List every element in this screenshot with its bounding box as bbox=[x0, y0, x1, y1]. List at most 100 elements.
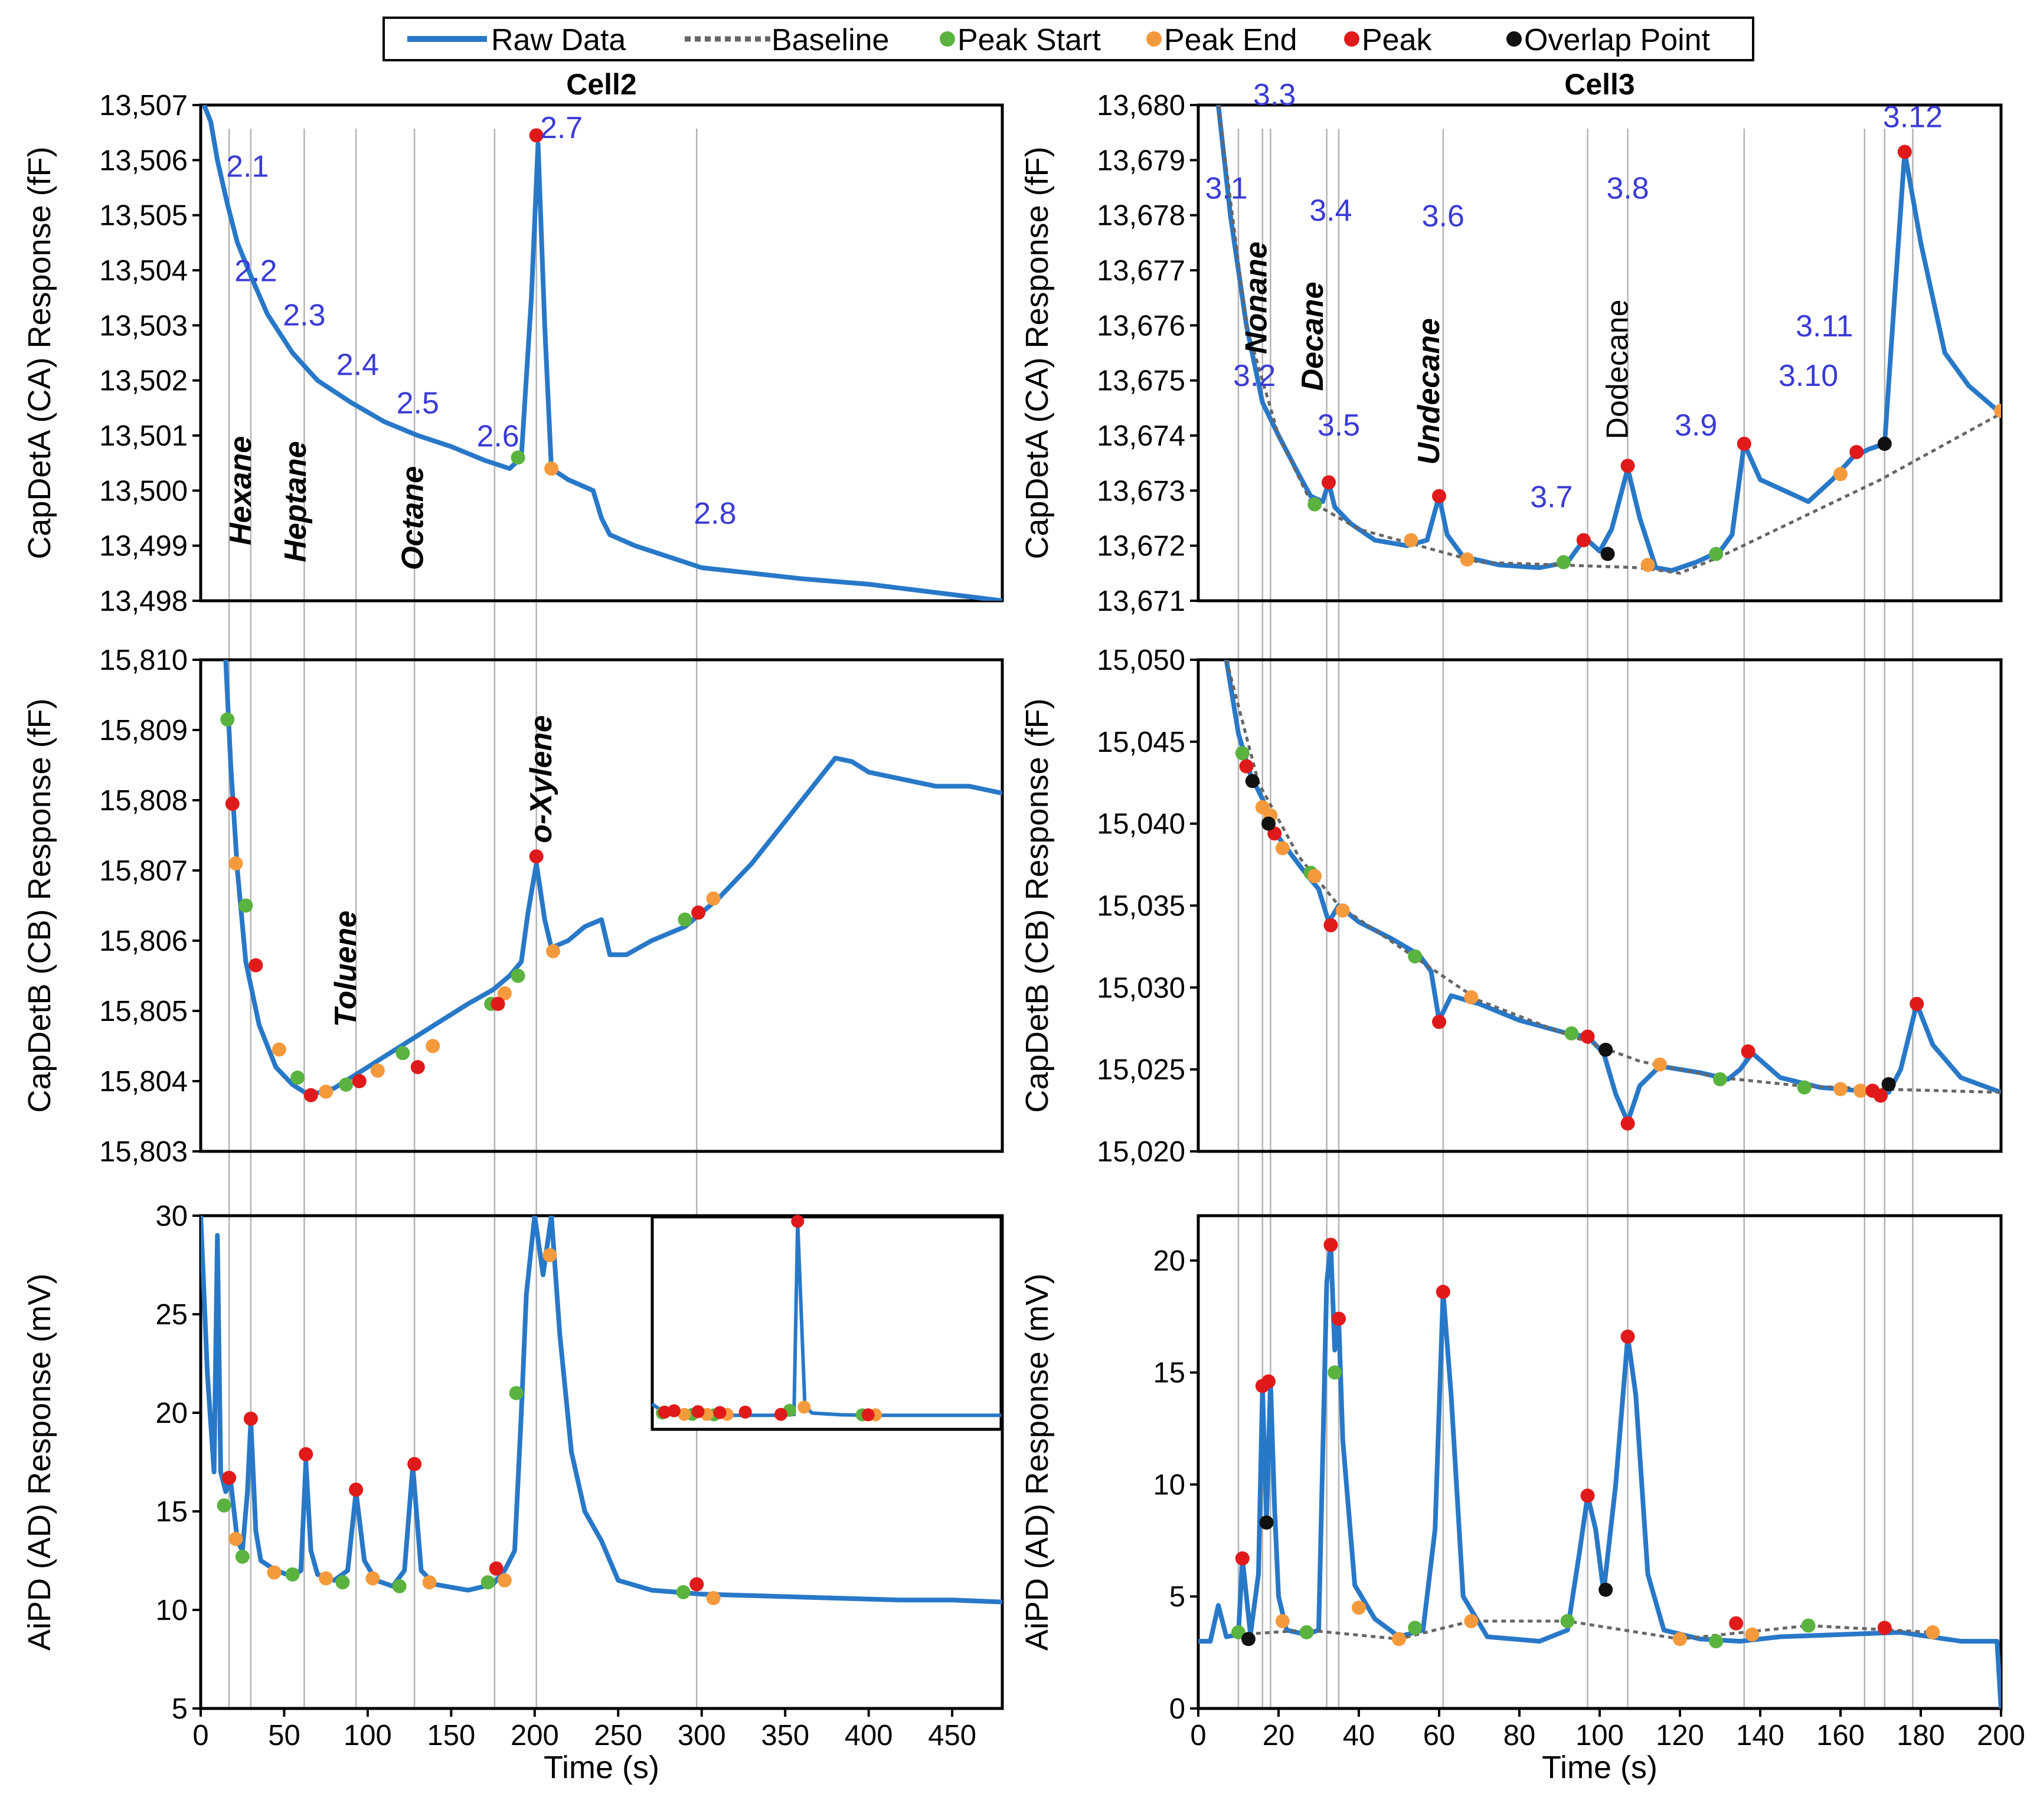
raw-data-line bbox=[1198, 1242, 2001, 1708]
panel-title: Cell2 bbox=[566, 68, 637, 101]
peak-start-marker bbox=[335, 1575, 350, 1590]
legend-overlap: Overlap Point bbox=[1524, 23, 1711, 57]
peak-label: 2.6 bbox=[476, 420, 519, 454]
y-tick-label: 13,498 bbox=[99, 585, 188, 617]
overlap-point-marker bbox=[1259, 1515, 1274, 1530]
y-tick-label: 13,676 bbox=[1097, 310, 1185, 342]
peak-label: 3.7 bbox=[1530, 480, 1572, 514]
legend-peak-end-marker bbox=[1146, 31, 1162, 47]
peak-marker bbox=[249, 958, 263, 973]
peak-marker bbox=[1910, 997, 1924, 1012]
compound-label: Nonane bbox=[1240, 241, 1274, 354]
peak-end-marker bbox=[422, 1575, 437, 1590]
x-tick-label: 450 bbox=[928, 1720, 976, 1752]
peak-label: 3.2 bbox=[1233, 359, 1276, 393]
peak-end-marker bbox=[542, 1248, 557, 1262]
peak-start-marker bbox=[339, 1077, 354, 1092]
peak-label: 2.7 bbox=[540, 111, 583, 145]
raw-data-line bbox=[201, 1216, 1002, 1605]
peak-start-marker bbox=[235, 1549, 250, 1564]
y-tick-label: 13,678 bbox=[1097, 200, 1185, 232]
x-tick-label: 100 bbox=[344, 1720, 392, 1752]
y-tick-label: 5 bbox=[172, 1693, 188, 1725]
legend: Raw Data Baseline Peak Start Peak End Pe… bbox=[382, 17, 1754, 61]
plot-area bbox=[201, 105, 1002, 601]
legend-overlap-marker bbox=[1506, 31, 1522, 47]
peak-end-marker bbox=[497, 986, 512, 1001]
baseline-line bbox=[1238, 1619, 1933, 1641]
peak-end-marker bbox=[1404, 533, 1418, 548]
peak-start-marker bbox=[1709, 546, 1724, 561]
peak-marker bbox=[1432, 489, 1446, 503]
compound-label: Decane bbox=[1296, 282, 1330, 391]
peak-marker bbox=[1620, 1329, 1635, 1344]
peak-label: 3.5 bbox=[1318, 408, 1360, 443]
x-tick-label: 250 bbox=[594, 1720, 642, 1752]
peak-marker bbox=[1877, 1621, 1892, 1635]
panel-cell2-ca: 13,498 13,499 13,500 13,501 13,502 13,503 13,5… bbox=[22, 68, 1004, 617]
y-tick-label: 13,505 bbox=[99, 200, 188, 232]
x-tick-label: 120 bbox=[1656, 1720, 1704, 1752]
peak-start-marker bbox=[511, 968, 525, 983]
compound-label: Dodecane bbox=[1601, 299, 1635, 439]
y-tick-label: 25 bbox=[155, 1299, 188, 1331]
y-tick-label: 20 bbox=[155, 1397, 188, 1429]
panel-cell3-cb: 15,020 15,025 15,030 15,035 15,040 15,045 15,0… bbox=[1019, 644, 2003, 1168]
x-tick-label: 80 bbox=[1503, 1720, 1536, 1752]
peak-marker bbox=[529, 128, 544, 143]
peak-marker bbox=[243, 1412, 258, 1426]
panel-cell2-cb: 15,803 15,804 15,805 15,806 15,807 15,808 15,8… bbox=[22, 644, 1004, 1168]
peak-label: 3.3 bbox=[1253, 78, 1296, 112]
peak-start-marker bbox=[1328, 1365, 1342, 1380]
y-tick-label: 15 bbox=[155, 1496, 188, 1528]
peak-end-marker bbox=[228, 1531, 243, 1546]
y-tick-label: 15,809 bbox=[99, 715, 188, 747]
peak-start-marker bbox=[1556, 555, 1571, 569]
inset-peak-marker bbox=[791, 1215, 805, 1228]
peak-end-marker bbox=[497, 1573, 512, 1587]
peak-marker bbox=[489, 1561, 504, 1576]
y-tick-label: 13,672 bbox=[1097, 531, 1185, 562]
overlap-point-marker bbox=[1600, 546, 1615, 561]
baseline-line bbox=[1217, 105, 2001, 575]
inset-peak-marker bbox=[691, 1405, 705, 1419]
inset-peak-marker bbox=[861, 1408, 875, 1422]
peak-label: 3.11 bbox=[1796, 309, 1853, 343]
x-tick-label: 300 bbox=[678, 1720, 726, 1752]
peak-end-marker bbox=[426, 1039, 440, 1053]
peak-marker bbox=[410, 1060, 425, 1075]
plot-frame bbox=[199, 1214, 1004, 1710]
peak-end-marker bbox=[1925, 1625, 1940, 1639]
peak-start-marker bbox=[480, 1575, 495, 1590]
compound-label: o-Xylene bbox=[524, 715, 558, 843]
plot-area bbox=[220, 660, 1002, 1102]
peak-marker bbox=[1432, 1014, 1446, 1029]
peak-start-marker bbox=[392, 1579, 407, 1593]
peak-start-marker bbox=[1408, 949, 1423, 964]
peak-label: 2.2 bbox=[234, 254, 277, 289]
peak-end-marker bbox=[1640, 558, 1655, 572]
x-tick-label: 40 bbox=[1343, 1720, 1375, 1752]
peak-start-marker bbox=[1564, 1026, 1579, 1041]
y-tick-label: 30 bbox=[155, 1200, 188, 1232]
plot-area bbox=[1224, 660, 2001, 1131]
x-axis-title: Time (s) bbox=[544, 1750, 659, 1785]
peak-label: 2.4 bbox=[336, 348, 379, 382]
x-tick-label: 200 bbox=[1977, 1720, 2025, 1752]
y-tick-label: 10 bbox=[155, 1595, 188, 1626]
inset-peak-marker bbox=[774, 1407, 787, 1421]
legend-peak: Peak bbox=[1362, 23, 1433, 57]
peak-marker bbox=[349, 1482, 364, 1497]
peak-marker bbox=[299, 1447, 313, 1462]
y-tick-label: 15,020 bbox=[1097, 1136, 1185, 1168]
compound-label: Octane bbox=[395, 466, 430, 570]
inset bbox=[650, 1215, 1003, 1431]
peak-label: 3.1 bbox=[1205, 172, 1247, 206]
y-tick-label: 13,502 bbox=[99, 365, 188, 397]
peak-end-marker bbox=[1392, 1632, 1406, 1646]
plot-frame bbox=[1196, 103, 2003, 603]
peak-marker bbox=[1874, 1088, 1888, 1103]
peak-marker bbox=[491, 997, 505, 1012]
peak-end-marker bbox=[370, 1063, 385, 1078]
